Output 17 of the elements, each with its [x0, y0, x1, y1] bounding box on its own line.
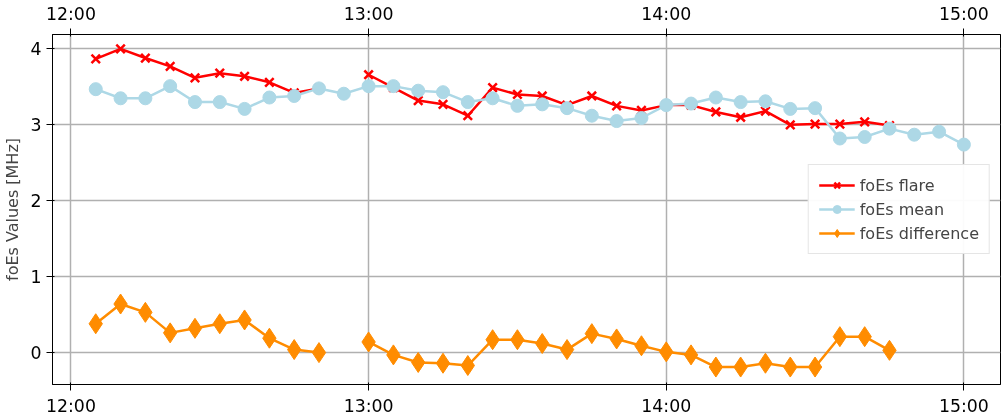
x-tick-label: 14:00: [641, 3, 692, 24]
y-axis-title: foEs Values [MHz]: [3, 137, 23, 282]
x-tick-label: 15:00: [938, 3, 989, 24]
x2-tick-label: 15:00: [938, 395, 989, 416]
y-tick-label: 3: [30, 115, 42, 136]
y-tick-label: 4: [30, 39, 42, 60]
x2-tick-label: 13:00: [343, 395, 394, 416]
y-tick-label: 1: [30, 267, 42, 288]
legend-label: foEs difference: [859, 223, 979, 243]
legend-label: foEs flare: [859, 175, 935, 195]
legend-label: foEs mean: [859, 199, 945, 219]
x2-tick-label: 14:00: [641, 395, 692, 416]
x-tick-label: 12:00: [45, 3, 96, 24]
x2-tick-label: 12:00: [45, 395, 96, 416]
x-tick-label: 13:00: [343, 3, 394, 24]
y-tick-label: 0: [30, 343, 42, 364]
y-tick-label: 2: [30, 191, 42, 212]
